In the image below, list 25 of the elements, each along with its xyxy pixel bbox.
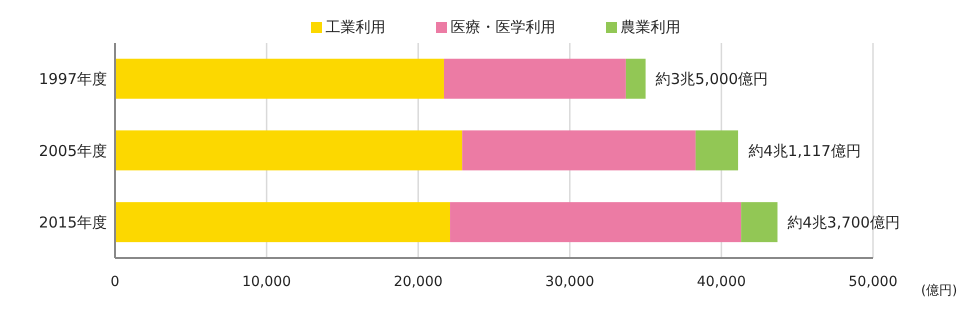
y-tick-label: 1997年度 — [38, 70, 107, 88]
y-tick-label: 2005年度 — [38, 142, 107, 160]
x-axis-title: (億円) — [921, 284, 958, 299]
annotation: 約4兆1,117億円 — [748, 142, 861, 160]
annotation: 約3兆5,000億円 — [656, 70, 768, 88]
x-tick-label: 10,000 — [242, 274, 292, 290]
bar — [115, 130, 462, 170]
bar — [462, 130, 696, 170]
legend-label: 工業利用 — [326, 18, 386, 36]
bar — [444, 58, 626, 99]
x-tick-label: 0 — [110, 274, 120, 290]
legend-label: 医療・医学利用 — [450, 18, 556, 36]
bar — [115, 58, 444, 99]
x-tick-label: 50,000 — [848, 274, 898, 290]
x-tick-label: 40,000 — [696, 274, 746, 290]
x-tick-label: 30,000 — [545, 274, 594, 290]
bar — [626, 58, 646, 99]
annotation: 約4兆3,700億円 — [787, 213, 900, 232]
bar — [115, 202, 450, 242]
bar — [741, 202, 778, 242]
y-tick-label: 2015年度 — [38, 213, 107, 232]
x-tick-label: 20,000 — [394, 274, 443, 290]
bar — [450, 202, 742, 242]
legend-label: 農業利用 — [620, 18, 680, 36]
bar — [696, 130, 738, 170]
